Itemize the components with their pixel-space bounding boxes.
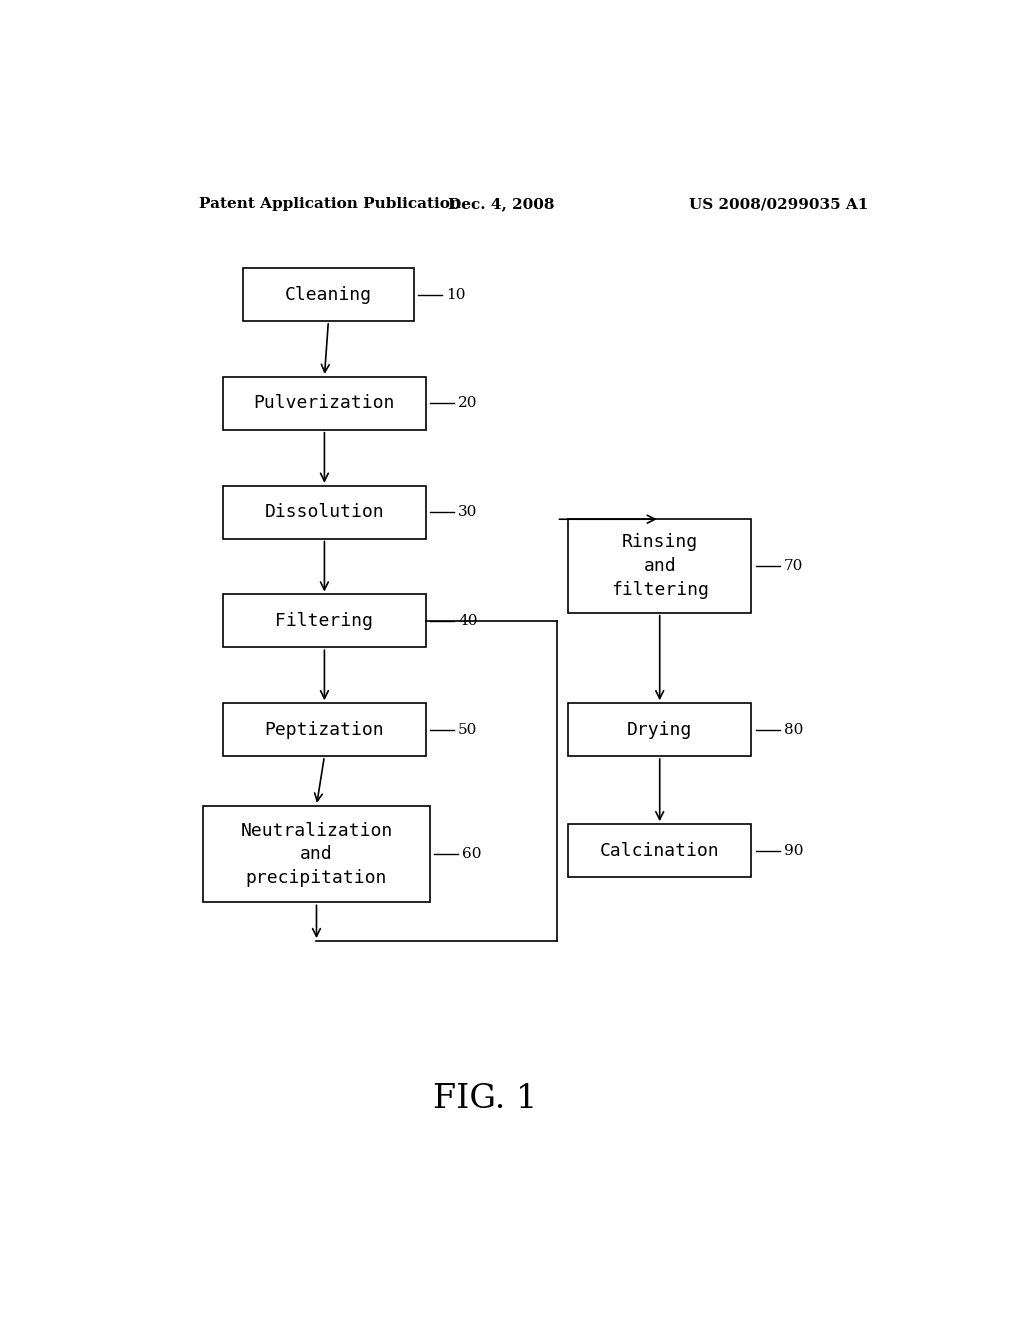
Text: FIG. 1: FIG. 1 — [433, 1082, 538, 1114]
Text: Drying: Drying — [627, 721, 692, 739]
Text: 40: 40 — [458, 614, 477, 628]
Text: US 2008/0299035 A1: US 2008/0299035 A1 — [689, 197, 868, 211]
Text: Peptization: Peptization — [264, 721, 384, 739]
Text: Dec. 4, 2008: Dec. 4, 2008 — [447, 197, 554, 211]
Bar — [568, 824, 751, 876]
Text: Calcination: Calcination — [600, 842, 720, 859]
Text: 20: 20 — [458, 396, 477, 411]
Text: Rinsing
and
filtering: Rinsing and filtering — [610, 533, 709, 598]
Text: 70: 70 — [783, 558, 803, 573]
Bar — [243, 268, 414, 321]
Bar — [568, 704, 751, 756]
Bar — [223, 594, 426, 647]
Text: 60: 60 — [462, 847, 481, 861]
Text: Pulverization: Pulverization — [254, 395, 395, 412]
Bar — [223, 378, 426, 430]
Text: Dissolution: Dissolution — [264, 503, 384, 521]
Text: 80: 80 — [783, 722, 803, 737]
Bar — [223, 704, 426, 756]
Text: Filtering: Filtering — [275, 612, 374, 630]
Text: 30: 30 — [458, 506, 477, 519]
Text: 90: 90 — [783, 843, 803, 858]
Text: Neutralization
and
precipitation: Neutralization and precipitation — [241, 821, 392, 887]
Bar — [223, 486, 426, 539]
Text: 50: 50 — [458, 722, 477, 737]
Bar — [568, 519, 751, 612]
Text: Patent Application Publication: Patent Application Publication — [200, 197, 462, 211]
Text: Cleaning: Cleaning — [285, 285, 372, 304]
Text: 10: 10 — [446, 288, 466, 301]
Bar — [204, 805, 430, 903]
